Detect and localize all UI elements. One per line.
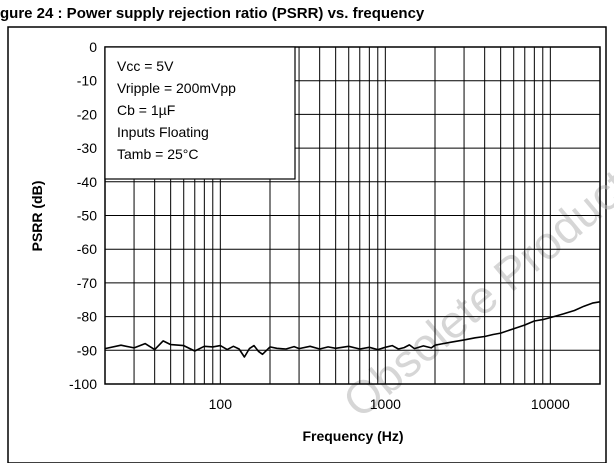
plot-frame [104, 46, 601, 385]
figure-frame [7, 26, 607, 463]
x-tick-label: 100 [209, 396, 233, 412]
annotation-line: Inputs Floating [117, 124, 209, 140]
y-tick-label: -100 [69, 376, 97, 392]
y-tick-label: 0 [89, 39, 97, 55]
figure-header: gure 24 : Power supply rejection ratio (… [0, 5, 425, 22]
y-tick-labels: 0 -10 -20 -30 -40 -50 -60 -70 -80 -90 -100 [69, 39, 97, 392]
psrr-series-line [104, 301, 601, 358]
annotation-box: Vcc = 5V Vripple = 200mVpp Cb = 1µF Inputs … [104, 46, 296, 180]
y-tick-label: -90 [77, 342, 97, 358]
y-tick-label: -50 [77, 208, 97, 224]
y-tick-label: -40 [77, 174, 97, 190]
y-tick-label: -80 [77, 309, 97, 325]
x-tick-labels: 100 1000 10000 [209, 396, 570, 412]
x-tick-label: 10000 [531, 396, 570, 412]
y-tick-label: -20 [77, 106, 97, 122]
annotation-line: Cb = 1µF [117, 102, 175, 118]
x-tick-label: 1000 [370, 396, 401, 412]
y-tick-label: -10 [77, 73, 97, 89]
x-axis-title: Frequency (Hz) [302, 428, 403, 444]
annotation-line: Vripple = 200mVpp [117, 80, 236, 96]
y-tick-label: -60 [77, 241, 97, 257]
watermark: Obsolete Product(s) - Obsolete Product(s… [333, 0, 614, 428]
watermark-text: Obsolete Product(s) - Obsolete Product(s… [333, 0, 614, 428]
y-tick-label: -30 [77, 140, 97, 156]
annotation-line: Vcc = 5V [117, 58, 174, 74]
y-axis-title: PSRR (dB) [29, 181, 45, 252]
y-tick-label: -70 [77, 275, 97, 291]
annotation-line: Tamb = 25°C [117, 146, 198, 162]
